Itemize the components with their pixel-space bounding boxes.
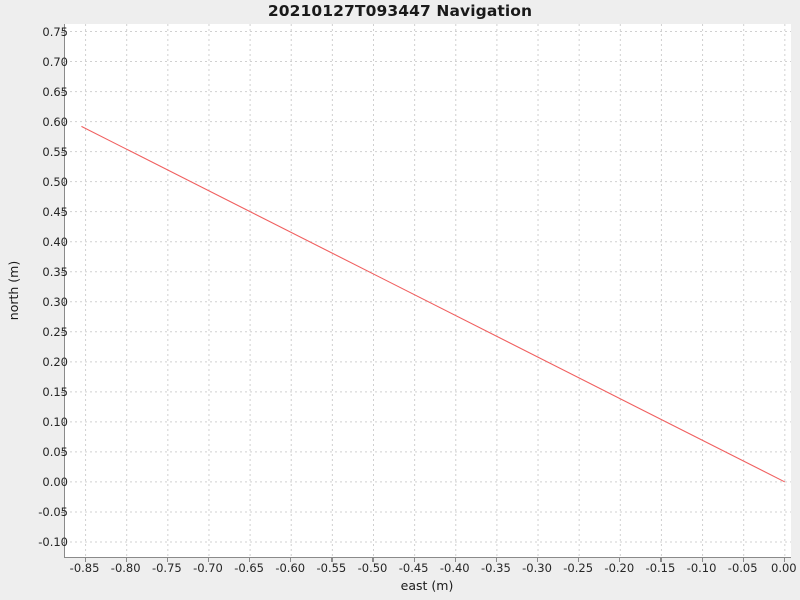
- x-tick-mark: [372, 558, 374, 562]
- y-tick-label: -0.05: [38, 504, 68, 519]
- y-tick-mark: [60, 541, 64, 544]
- x-tick-label: -0.55: [316, 561, 347, 575]
- x-tick-label: -0.60: [275, 561, 306, 575]
- y-tick-label: 0.70: [42, 54, 68, 69]
- y-tick-mark: [60, 151, 64, 153]
- y-tick-mark: [60, 31, 64, 33]
- y-tick-label: 0.65: [42, 84, 68, 99]
- y-tick-label: 0.75: [42, 24, 68, 39]
- y-tick-label: 0.20: [42, 354, 68, 369]
- x-tick-label: -0.75: [151, 561, 182, 575]
- x-tick-mark: [249, 558, 251, 562]
- y-tick-mark: [60, 211, 64, 213]
- x-tick-label: -0.05: [727, 561, 758, 575]
- y-tick-mark: [60, 511, 64, 514]
- y-tick-label: 0.00: [42, 474, 68, 489]
- x-tick-mark: [742, 558, 744, 562]
- x-tick-mark: [413, 558, 415, 562]
- y-tick-label: 0.30: [42, 294, 68, 309]
- x-tick-mark: [701, 558, 703, 562]
- y-tick-mark: [60, 421, 64, 424]
- x-tick-label: -0.15: [645, 561, 676, 575]
- y-tick-label: 0.55: [42, 144, 68, 159]
- x-tick-mark: [125, 558, 127, 562]
- x-tick-mark: [166, 558, 169, 562]
- data-line-navigation-track: [81, 125, 786, 483]
- y-tick-mark: [60, 361, 64, 363]
- y-gridlines: [65, 31, 791, 543]
- y-tick-label: 0.25: [42, 324, 68, 339]
- x-tick-label: -0.30: [522, 561, 552, 575]
- x-tick-mark: [660, 558, 662, 562]
- y-tick-mark: [60, 331, 64, 333]
- x-tick-label: -0.50: [357, 561, 388, 575]
- x-tick-mark: [578, 558, 580, 562]
- x-gridlines: [85, 24, 786, 557]
- y-tick-label: 0.15: [42, 384, 68, 399]
- x-tick-label: -0.20: [604, 561, 635, 575]
- x-tick-mark: [84, 558, 86, 562]
- y-tick-mark: [60, 451, 64, 454]
- x-tick-label: 0.00: [771, 561, 797, 575]
- plot-canvas: [65, 24, 791, 557]
- y-tick-mark: [60, 271, 64, 273]
- y-tick-label: 0.10: [42, 414, 68, 429]
- y-tick-label: 0.45: [42, 204, 68, 219]
- y-tick-label: 0.35: [42, 264, 68, 279]
- y-tick-mark: [60, 301, 64, 303]
- y-tick-mark: [60, 181, 64, 183]
- x-tick-mark: [331, 558, 333, 562]
- x-tick-label: -0.40: [439, 561, 470, 575]
- x-tick-label: -0.70: [193, 561, 223, 575]
- x-tick-mark: [537, 558, 539, 562]
- x-tick-label: -0.65: [234, 561, 264, 575]
- x-axis-label: east (m): [400, 578, 454, 593]
- x-tick-label: -0.45: [398, 561, 429, 575]
- x-tick-mark: [783, 558, 786, 562]
- y-tick-mark: [60, 391, 64, 394]
- y-tick-label: 0.50: [42, 174, 68, 189]
- y-tick-label: 0.60: [42, 114, 68, 129]
- y-tick-label: -0.10: [38, 534, 68, 549]
- y-tick-label: 0.05: [42, 444, 68, 459]
- y-tick-mark: [60, 121, 64, 123]
- chart-title: 20210127T093447 Navigation: [267, 2, 533, 20]
- x-tick-label: -0.85: [69, 561, 100, 575]
- y-tick-mark: [60, 241, 64, 243]
- x-tick-mark: [619, 558, 621, 562]
- x-tick-label: -0.35: [481, 561, 511, 575]
- y-axis-label-wrap: north (m): [6, 24, 22, 557]
- y-tick-mark: [60, 91, 64, 93]
- y-tick-label: 0.40: [42, 234, 68, 249]
- y-tick-mark: [60, 481, 64, 484]
- plot-area: [64, 24, 791, 558]
- x-tick-label: -0.25: [563, 561, 594, 575]
- x-tick-mark: [290, 558, 292, 562]
- x-tick-label: -0.10: [686, 561, 717, 575]
- y-tick-mark: [60, 61, 64, 63]
- data-series-layer: [81, 125, 786, 483]
- x-tick-label: -0.80: [110, 561, 141, 575]
- x-tick-mark: [207, 558, 210, 562]
- x-tick-mark: [495, 558, 498, 562]
- x-tick-mark: [454, 558, 456, 562]
- y-axis-label: north (m): [6, 260, 22, 321]
